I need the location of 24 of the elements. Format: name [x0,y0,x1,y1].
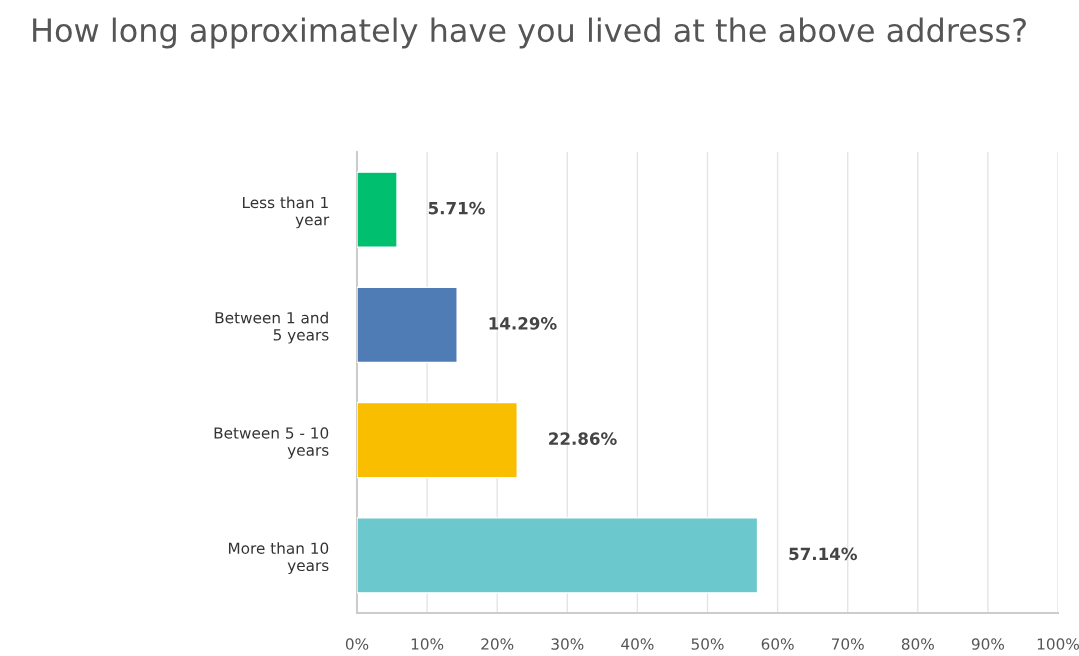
x-tick-label: 20% [481,638,514,650]
x-tick-label: 30% [551,638,584,650]
bar [357,171,398,248]
chart-title: How long approximately have you lived at the above address? [33,17,1026,49]
data-label: 14.29% [489,317,557,330]
x-tick-label: 80% [901,638,934,650]
x-tick-label: 100% [1037,638,1079,650]
x-tick-label: 40% [621,638,654,650]
bar [357,517,759,594]
data-label: 57.14% [789,547,857,561]
x-tick-label: 0% [345,638,369,650]
y-tick-label: Between 1 and 5 years [215,311,329,344]
bar [357,286,458,364]
x-tick-label: 70% [831,638,864,650]
x-tick-label: 90% [971,638,1005,650]
x-tick-label: 50% [691,638,724,650]
bar [357,401,518,479]
y-tick-label: More than 10 years [228,542,329,575]
y-tick-label: Less than 1 year [243,196,330,229]
x-tick-label: 10% [411,638,444,650]
data-label: 5.71% [428,201,485,215]
y-tick-label: Between 5 - 10 years [214,427,329,459]
x-tick-label: 60% [761,638,794,650]
data-label: 22.86% [549,432,617,445]
